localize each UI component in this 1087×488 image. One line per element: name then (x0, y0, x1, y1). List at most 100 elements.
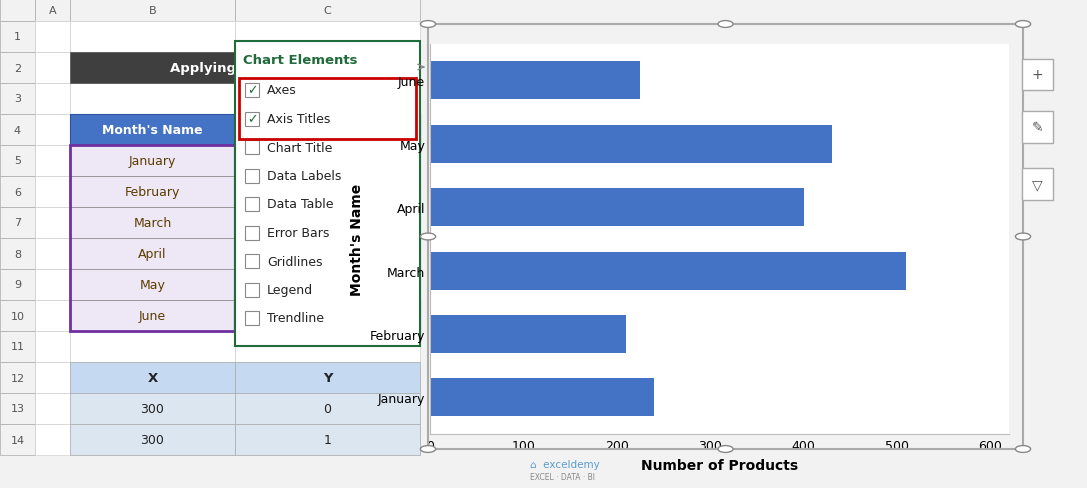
Bar (235, 115, 420, 146)
Bar (35, 424, 70, 455)
Text: Data Table: Data Table (267, 198, 334, 211)
Bar (35, 177, 70, 207)
Bar (70, 84, 235, 115)
Bar (70, 207, 235, 239)
Bar (35, 362, 70, 393)
Bar (245, 311, 259, 325)
Bar (70, 331, 235, 362)
Bar (35, 207, 70, 239)
Bar (235, 301, 420, 331)
Bar (70, 393, 235, 424)
Bar (70, 301, 235, 331)
Bar (0, 424, 35, 455)
Bar (235, 115, 420, 331)
Text: 3: 3 (14, 94, 21, 104)
Bar (245, 283, 259, 297)
Bar (235, 362, 420, 393)
Bar (235, 393, 420, 424)
Bar (430, 189, 803, 227)
Bar (0, 269, 35, 301)
Text: 10: 10 (11, 311, 25, 321)
Bar (245, 254, 259, 268)
Bar (430, 62, 640, 100)
Text: April: April (138, 247, 166, 261)
Text: C: C (324, 6, 332, 16)
Bar (235, 207, 420, 239)
Bar (70, 207, 235, 239)
Bar (235, 53, 420, 84)
Bar (235, 42, 420, 346)
Text: 13: 13 (11, 404, 25, 414)
Text: February: February (125, 185, 180, 199)
Bar (35, 53, 70, 84)
Text: Month's Name: Month's Name (102, 124, 203, 137)
Bar (0, 177, 35, 207)
Bar (430, 315, 626, 353)
Bar (235, 269, 420, 301)
Bar (35, 393, 70, 424)
Text: Legend: Legend (267, 284, 313, 296)
Text: X: X (148, 371, 158, 384)
Bar (245, 226, 259, 240)
Text: Y: Y (323, 371, 333, 384)
Text: 1: 1 (14, 32, 21, 42)
Bar (70, 301, 235, 331)
Text: Data Labels: Data Labels (267, 170, 341, 183)
Text: 1: 1 (324, 433, 332, 446)
Bar (70, 146, 235, 177)
Bar (430, 379, 654, 417)
Bar (235, 84, 420, 115)
Bar (430, 125, 832, 163)
Bar (0, 0, 35, 22)
Text: 6: 6 (14, 187, 21, 197)
Bar (0, 53, 35, 84)
Bar (235, 22, 420, 53)
Bar (35, 239, 70, 269)
Bar (235, 362, 420, 393)
Text: 14: 14 (11, 435, 25, 445)
Bar (35, 331, 70, 362)
Bar (0, 362, 35, 393)
Bar (235, 424, 420, 455)
Bar (235, 331, 420, 362)
Bar (70, 146, 235, 177)
Bar (70, 239, 235, 269)
Bar (235, 393, 420, 424)
Bar (245, 169, 259, 183)
Bar (0, 84, 35, 115)
Bar (70, 115, 235, 146)
Bar (0, 207, 35, 239)
Bar (70, 115, 235, 146)
Text: ✓: ✓ (247, 84, 258, 97)
Text: Trendline: Trendline (267, 312, 324, 325)
Bar (235, 177, 420, 207)
Bar (35, 146, 70, 177)
Bar (70, 362, 235, 393)
Text: 8: 8 (14, 249, 21, 259)
Text: ✓: ✓ (247, 113, 258, 126)
Bar (0, 301, 35, 331)
Bar (70, 424, 235, 455)
Bar (35, 22, 70, 53)
Bar (70, 177, 235, 207)
Text: +: + (1032, 68, 1044, 82)
Bar (0, 146, 35, 177)
Text: ▽: ▽ (1033, 178, 1042, 192)
Bar (70, 239, 235, 269)
Bar (245, 84, 259, 98)
Bar (0, 115, 35, 146)
Bar (70, 393, 235, 424)
Text: Chart Title: Chart Title (267, 141, 333, 154)
Bar (245, 141, 259, 155)
Bar (70, 22, 235, 53)
Text: 12: 12 (11, 373, 25, 383)
Text: EXCEL · DATA · BI: EXCEL · DATA · BI (530, 472, 595, 482)
Text: A: A (49, 6, 57, 16)
Text: Gridlines: Gridlines (267, 255, 323, 268)
Text: B: B (149, 6, 157, 16)
Bar (235, 146, 420, 177)
Text: 300: 300 (140, 402, 164, 415)
Text: 4: 4 (14, 125, 21, 135)
Text: 2: 2 (14, 63, 21, 73)
Bar (235, 424, 420, 455)
